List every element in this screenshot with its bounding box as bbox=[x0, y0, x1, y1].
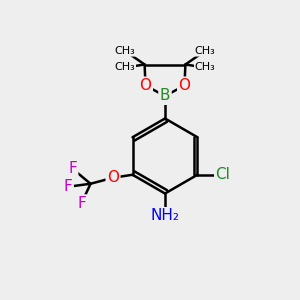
Text: CH₃: CH₃ bbox=[194, 46, 215, 56]
Text: CH₃: CH₃ bbox=[115, 46, 136, 56]
Text: F: F bbox=[64, 179, 72, 194]
Text: O: O bbox=[178, 78, 190, 93]
Text: B: B bbox=[160, 88, 170, 104]
Text: NH₂: NH₂ bbox=[151, 208, 179, 224]
Text: Cl: Cl bbox=[215, 167, 230, 182]
Text: CH₃: CH₃ bbox=[194, 62, 215, 73]
Text: O: O bbox=[140, 78, 152, 93]
Text: O: O bbox=[107, 170, 119, 185]
Text: CH₃: CH₃ bbox=[115, 62, 136, 73]
Text: F: F bbox=[68, 161, 77, 176]
Text: F: F bbox=[77, 196, 86, 211]
